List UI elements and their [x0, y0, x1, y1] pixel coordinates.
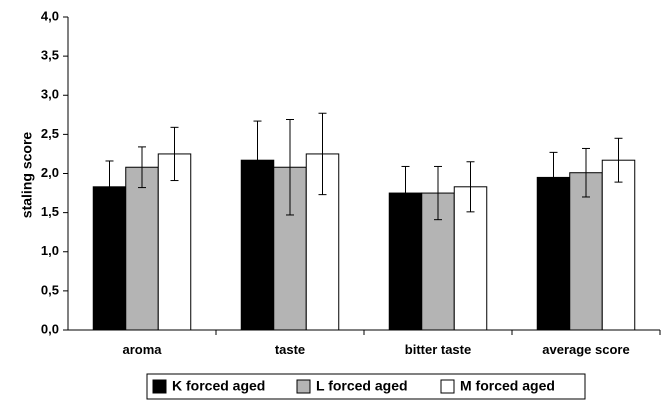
y-tick-label: 3,0 — [41, 87, 59, 102]
legend-label: K forced aged — [172, 378, 265, 394]
legend-box — [146, 373, 586, 400]
y-tick-label: 2,0 — [41, 165, 59, 180]
x-tick-label: aroma — [122, 342, 162, 357]
x-tick-label: bitter taste — [405, 342, 471, 357]
legend-label: L forced aged — [316, 378, 408, 394]
y-tick-label: 4,0 — [41, 8, 59, 23]
legend-swatch — [440, 379, 455, 394]
y-tick-label: 2,5 — [41, 126, 59, 141]
y-tick-label: 0,5 — [41, 282, 59, 297]
bar — [569, 172, 603, 331]
y-tick-label: 1,0 — [41, 243, 59, 258]
error-bars — [105, 112, 623, 221]
legend-label: M forced aged — [460, 378, 555, 394]
y-axis-label: staling score — [19, 132, 35, 219]
legend: K forced aged L forced aged M forced aged — [146, 373, 586, 400]
x-tick-label: average score — [542, 342, 629, 357]
bar — [601, 159, 636, 331]
legend-swatch — [296, 379, 311, 394]
y-tick-label: 1,5 — [41, 204, 59, 219]
bar — [157, 153, 192, 331]
legend-swatch — [152, 379, 167, 394]
y-tick-label: 0,0 — [41, 321, 59, 336]
bar — [125, 166, 159, 331]
y-tick-label: 3,5 — [41, 48, 59, 63]
x-tick-label: taste — [275, 342, 305, 357]
axes: 0,0 0,5 1,0 1,5 2,0 2,5 3,0 3,5 4,0 aroma taste bit… — [41, 8, 661, 357]
